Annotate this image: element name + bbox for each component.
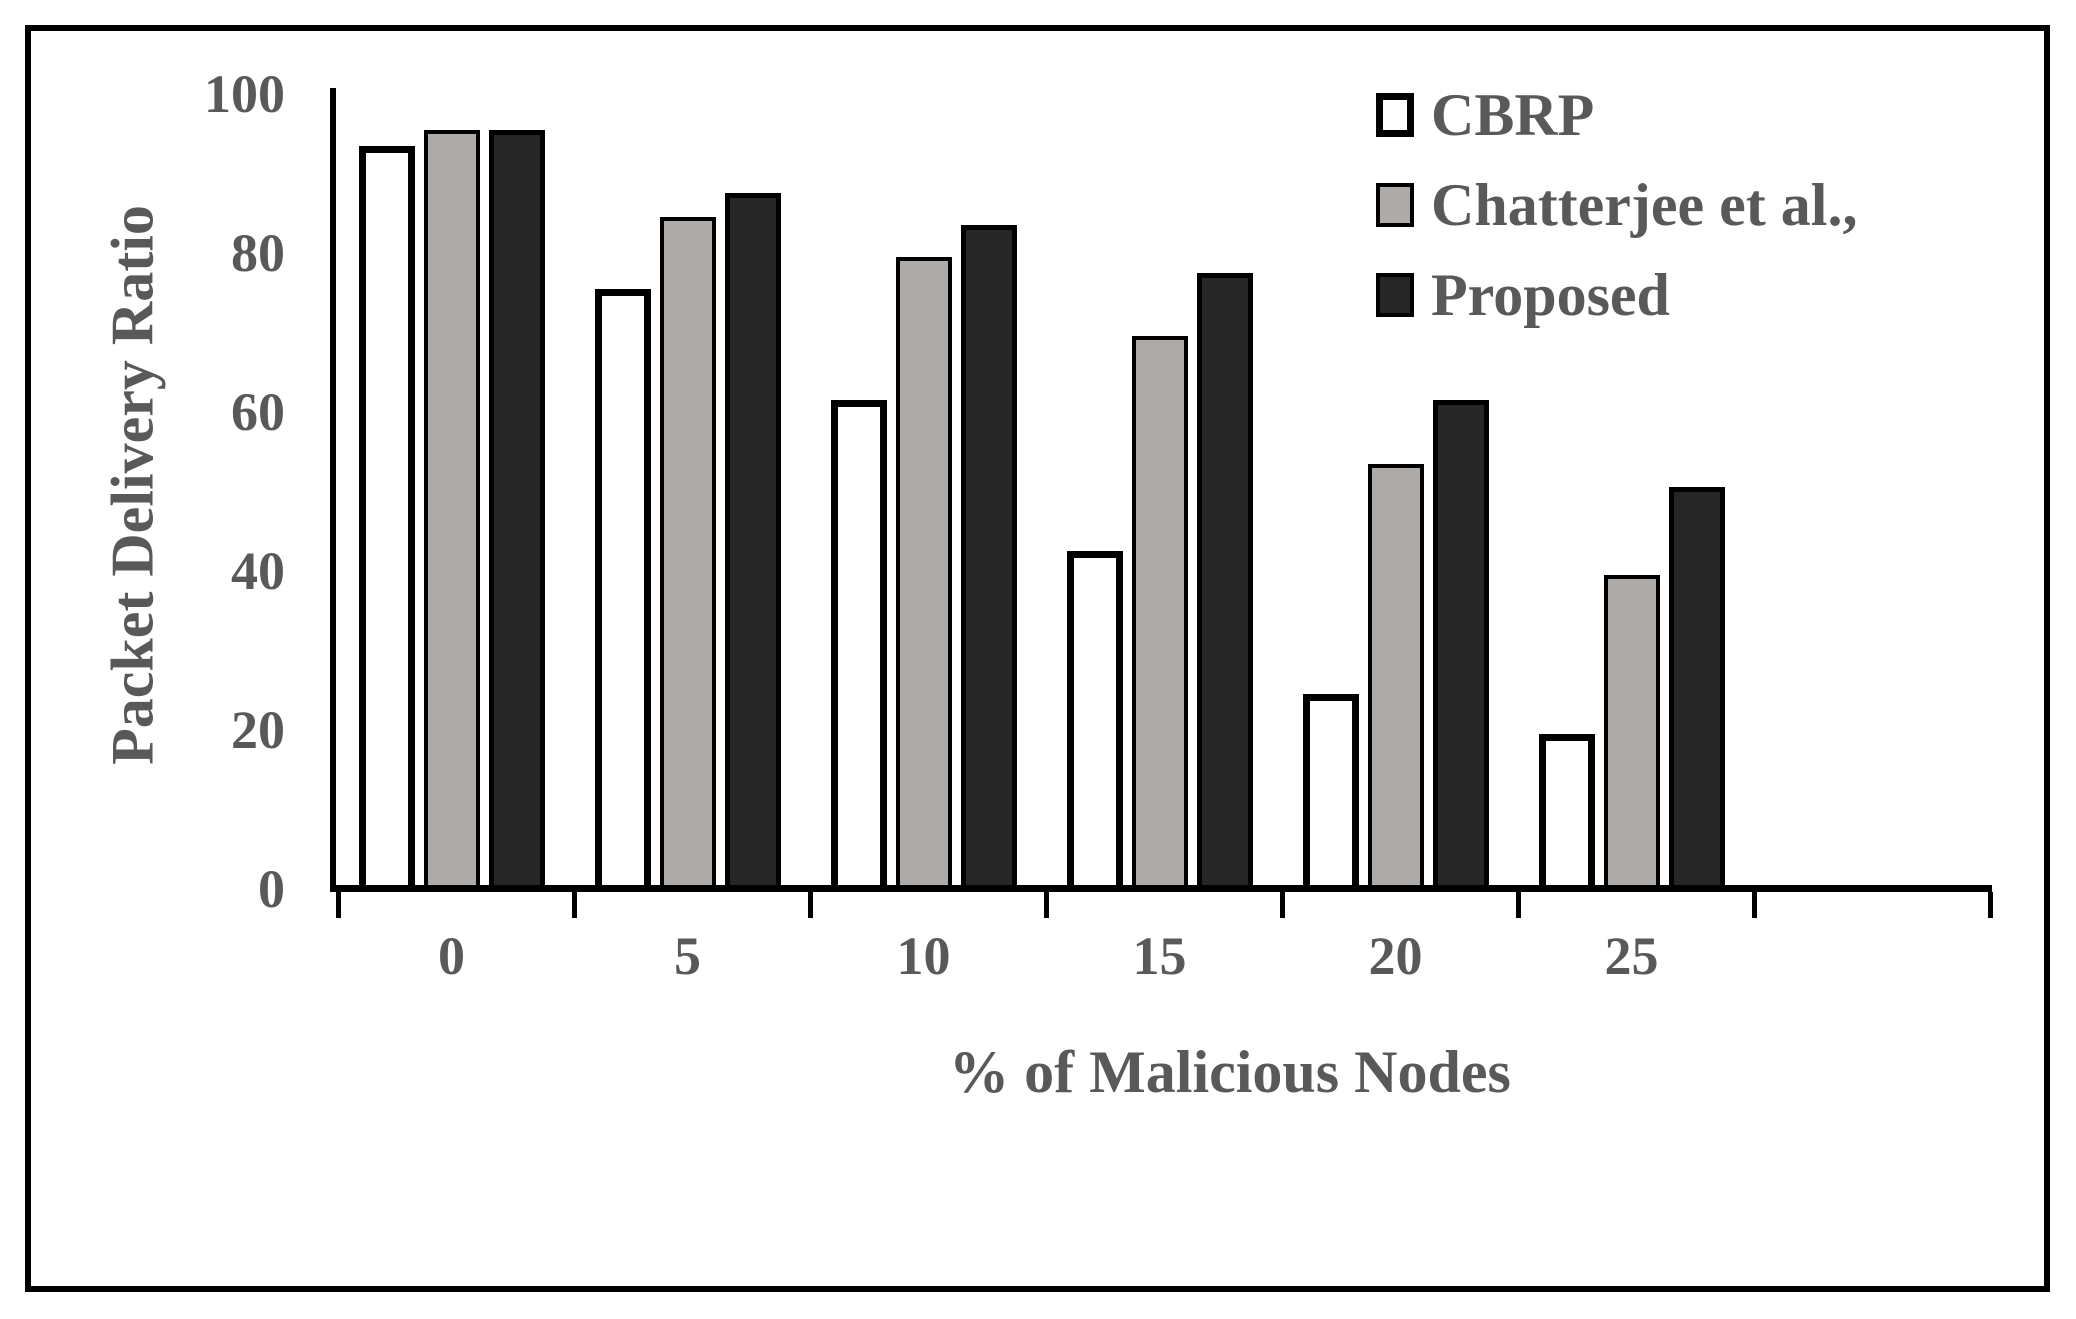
bar-chatterjee-et-al bbox=[1131, 336, 1188, 885]
legend-item: Proposed bbox=[1376, 250, 1857, 340]
y-tick-label: 80 bbox=[231, 222, 285, 283]
legend: CBRP Chatterjee et al., Proposed bbox=[1376, 70, 1857, 340]
bar-chatterjee-et-al bbox=[1603, 575, 1660, 885]
x-tick-mark bbox=[336, 892, 341, 918]
x-tick-mark bbox=[1752, 892, 1757, 918]
bar-chatterjee-et-al bbox=[1367, 464, 1424, 885]
bar-cbrp bbox=[830, 400, 887, 885]
bar-cbrp bbox=[1066, 551, 1123, 885]
x-tick-mark bbox=[572, 892, 577, 918]
y-tick-label: 60 bbox=[231, 381, 285, 442]
y-axis-title: Packet Delivery Ratio bbox=[99, 205, 166, 765]
legend-swatch-icon bbox=[1376, 273, 1414, 317]
legend-item: Chatterjee et al., bbox=[1376, 160, 1857, 250]
bar-cbrp bbox=[1302, 694, 1359, 885]
legend-label: Chatterjee et al., bbox=[1431, 172, 1858, 238]
x-tick-mark bbox=[1988, 892, 1993, 918]
y-axis-spine bbox=[330, 88, 336, 890]
y-tick-label: 100 bbox=[204, 63, 285, 124]
legend-item: CBRP bbox=[1376, 70, 1857, 160]
bar-proposed bbox=[960, 225, 1017, 885]
y-tick-label: 0 bbox=[258, 858, 285, 919]
x-tick-label: 25 bbox=[1604, 926, 1659, 986]
x-axis-title: % of Malicious Nodes bbox=[949, 1039, 1511, 1105]
bar-chatterjee-et-al bbox=[895, 257, 952, 885]
legend-label: Proposed bbox=[1431, 262, 1670, 328]
x-tick-label: 15 bbox=[1132, 926, 1187, 986]
bar-proposed bbox=[488, 130, 545, 885]
x-tick-mark bbox=[1044, 892, 1049, 918]
x-tick-mark bbox=[1516, 892, 1521, 918]
x-tick-label: 5 bbox=[674, 926, 701, 986]
y-tick-label: 20 bbox=[231, 699, 285, 760]
bar-proposed bbox=[1196, 273, 1253, 885]
x-tick-label: 20 bbox=[1368, 926, 1423, 986]
legend-label: CBRP bbox=[1431, 82, 1595, 148]
bar-cbrp bbox=[594, 289, 651, 885]
x-tick-label: 0 bbox=[438, 926, 465, 986]
bar-cbrp bbox=[358, 146, 415, 885]
bar-proposed bbox=[1432, 400, 1489, 885]
bar-cbrp bbox=[1538, 734, 1595, 885]
x-tick-label: 10 bbox=[896, 926, 951, 986]
y-tick-label: 40 bbox=[231, 540, 285, 601]
x-tick-mark bbox=[808, 892, 813, 918]
bar-chatterjee-et-al bbox=[423, 130, 480, 885]
legend-swatch-icon bbox=[1376, 183, 1414, 227]
x-axis-line bbox=[330, 885, 1992, 892]
legend-swatch-icon bbox=[1376, 93, 1414, 137]
x-tick-mark bbox=[1280, 892, 1285, 918]
bar-proposed bbox=[1668, 487, 1725, 885]
bar-chatterjee-et-al bbox=[659, 217, 716, 885]
bar-proposed bbox=[724, 193, 781, 885]
